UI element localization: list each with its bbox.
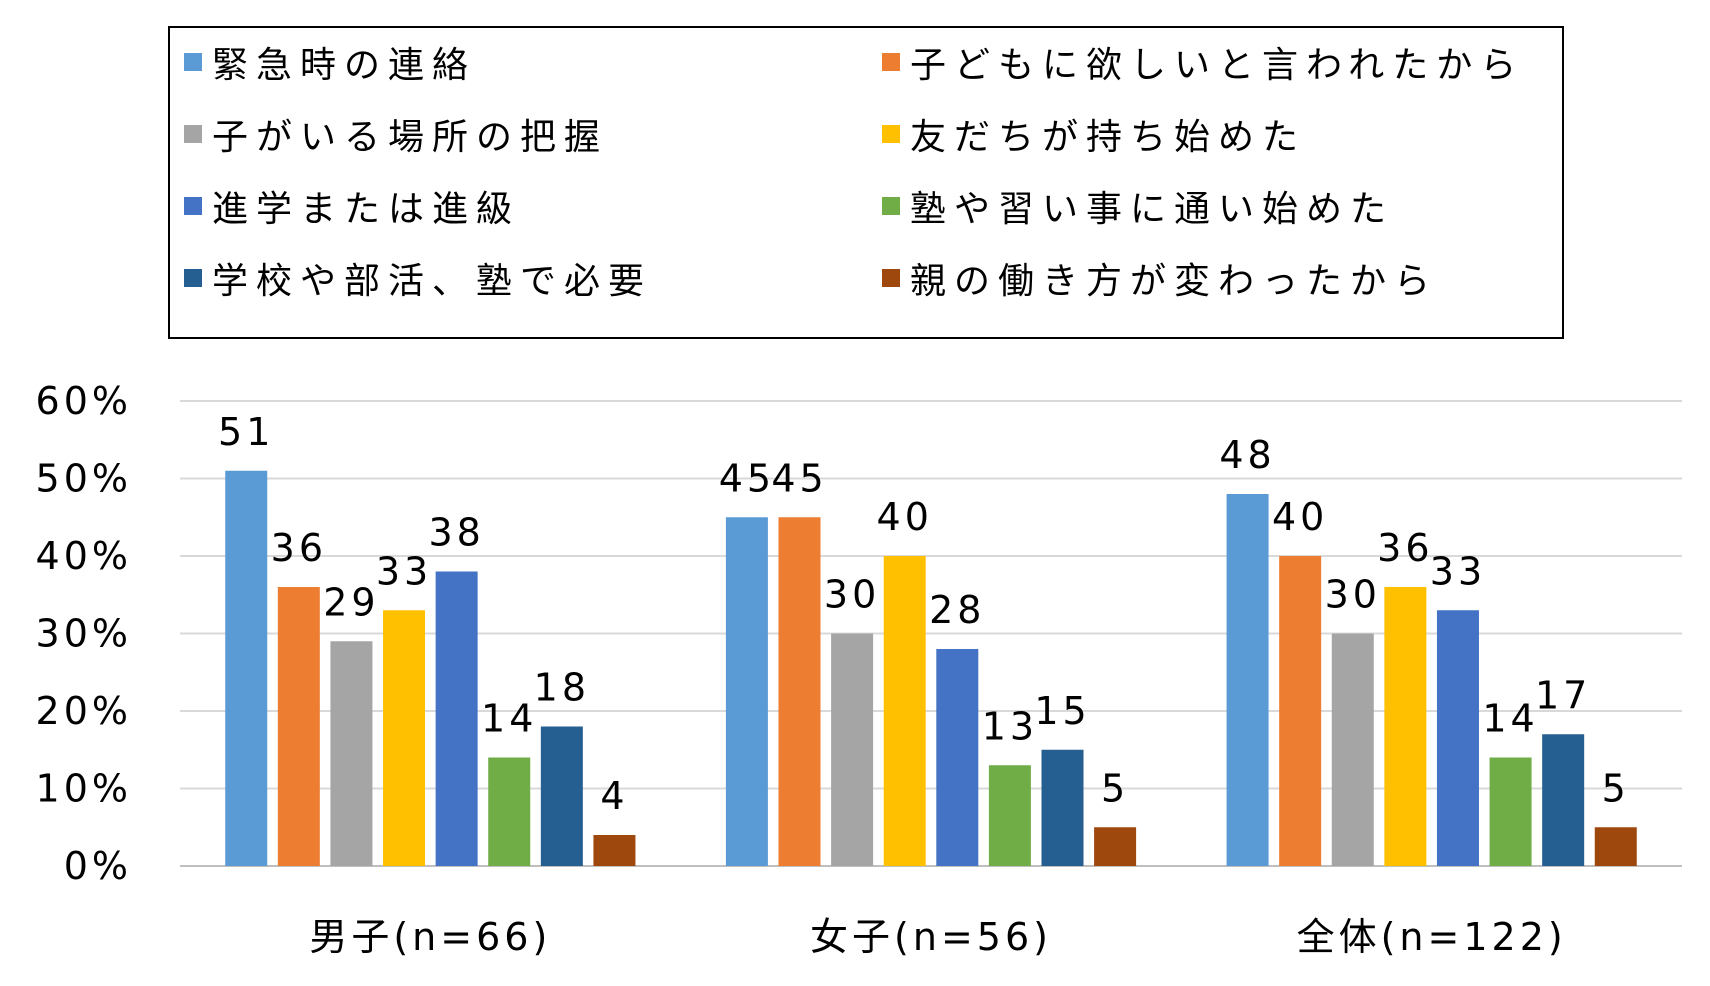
- bar: [1542, 734, 1585, 866]
- legend-item-child-location: 子がいる場所の把握: [184, 114, 608, 158]
- bar: [488, 757, 531, 866]
- bar: [1594, 827, 1637, 866]
- bar: [831, 633, 874, 866]
- category-label: 男子(n=66): [309, 915, 551, 959]
- data-label: 14: [481, 697, 537, 741]
- y-tick-label: 50%: [36, 457, 132, 501]
- y-tick-label: 0%: [64, 844, 132, 888]
- legend-label: 子どもに欲しいと言われたから: [910, 45, 1525, 86]
- bar: [277, 587, 320, 866]
- y-tick-label: 20%: [36, 689, 132, 733]
- bar: [435, 571, 478, 866]
- data-label: 40: [877, 495, 933, 539]
- bar: [1279, 556, 1322, 866]
- bar: [1436, 610, 1479, 866]
- bar: [593, 835, 636, 866]
- bar: [540, 726, 583, 866]
- data-label: 17: [1535, 673, 1591, 717]
- data-label: 30: [1325, 573, 1381, 617]
- bar: [1331, 633, 1374, 866]
- legend-swatch: [882, 53, 900, 71]
- bar: [778, 517, 821, 866]
- y-tick-label: 40%: [36, 534, 132, 578]
- bar: [988, 765, 1031, 866]
- data-label: 33: [1430, 549, 1486, 593]
- data-label: 40: [1272, 495, 1328, 539]
- data-label: 13: [982, 704, 1038, 748]
- data-label: 45: [719, 456, 775, 500]
- legend-item-school-club-cram: 学校や部活、塾で必要: [184, 258, 652, 302]
- data-label: 48: [1219, 433, 1275, 477]
- data-label: 4: [600, 774, 628, 818]
- bar: [383, 610, 426, 866]
- legend-label: 学校や部活、塾で必要: [212, 261, 653, 302]
- data-label: 36: [271, 526, 327, 570]
- data-label: 18: [534, 666, 590, 710]
- bar: [883, 556, 926, 866]
- legend-item-school-advancement: 進学または進級: [184, 186, 520, 230]
- legend-label: 友だちが持ち始めた: [910, 117, 1307, 158]
- data-label: 30: [824, 573, 880, 617]
- legend-label: 子がいる場所の把握: [212, 117, 609, 158]
- legend-label: 塾や習い事に通い始めた: [910, 189, 1395, 230]
- bar: [1041, 749, 1084, 866]
- legend-item-friends-started: 友だちが持ち始めた: [882, 114, 1306, 158]
- legend-item-lessons-started: 塾や習い事に通い始めた: [882, 186, 1394, 230]
- data-label: 45: [771, 456, 827, 500]
- bar: [1489, 757, 1532, 866]
- y-tick-label: 30%: [36, 612, 132, 656]
- legend-swatch: [184, 269, 202, 287]
- data-label: 36: [1377, 526, 1433, 570]
- data-label: 14: [1482, 697, 1538, 741]
- data-label: 33: [376, 549, 432, 593]
- category-label: 女子(n=56): [810, 915, 1052, 959]
- data-label: 5: [1602, 766, 1630, 810]
- bar: [1384, 587, 1427, 866]
- legend: 緊急時の連絡 子がいる場所の把握 進学または進級 学校や部活、塾で必要 子どもに…: [168, 26, 1564, 339]
- legend-swatch: [184, 197, 202, 215]
- legend-item-parent-work-changed: 親の働き方が変わったから: [882, 258, 1438, 302]
- legend-swatch: [184, 53, 202, 71]
- data-label: 29: [323, 580, 379, 624]
- legend-label: 緊急時の連絡: [212, 45, 477, 86]
- data-label: 28: [929, 588, 985, 632]
- legend-swatch: [882, 269, 900, 287]
- y-tick-label: 60%: [36, 379, 132, 423]
- legend-swatch: [184, 125, 202, 143]
- data-label: 38: [428, 511, 484, 555]
- y-tick-label: 10%: [36, 767, 132, 811]
- bar: [725, 517, 768, 866]
- bar: [1094, 827, 1137, 866]
- legend-item-emergency-contact: 緊急時の連絡: [184, 42, 476, 86]
- legend-label: 進学または進級: [212, 189, 521, 230]
- bar: [1226, 494, 1269, 866]
- legend-label: 親の働き方が変わったから: [910, 261, 1439, 302]
- category-label: 全体(n=122): [1297, 915, 1567, 959]
- legend-item-child-requested: 子どもに欲しいと言われたから: [882, 42, 1524, 86]
- data-label: 51: [218, 410, 274, 454]
- legend-swatch: [882, 125, 900, 143]
- legend-swatch: [882, 197, 900, 215]
- bar: [330, 641, 373, 866]
- data-label: 15: [1034, 689, 1090, 733]
- data-label: 5: [1101, 766, 1129, 810]
- bar: [936, 649, 979, 866]
- bar: [225, 470, 268, 866]
